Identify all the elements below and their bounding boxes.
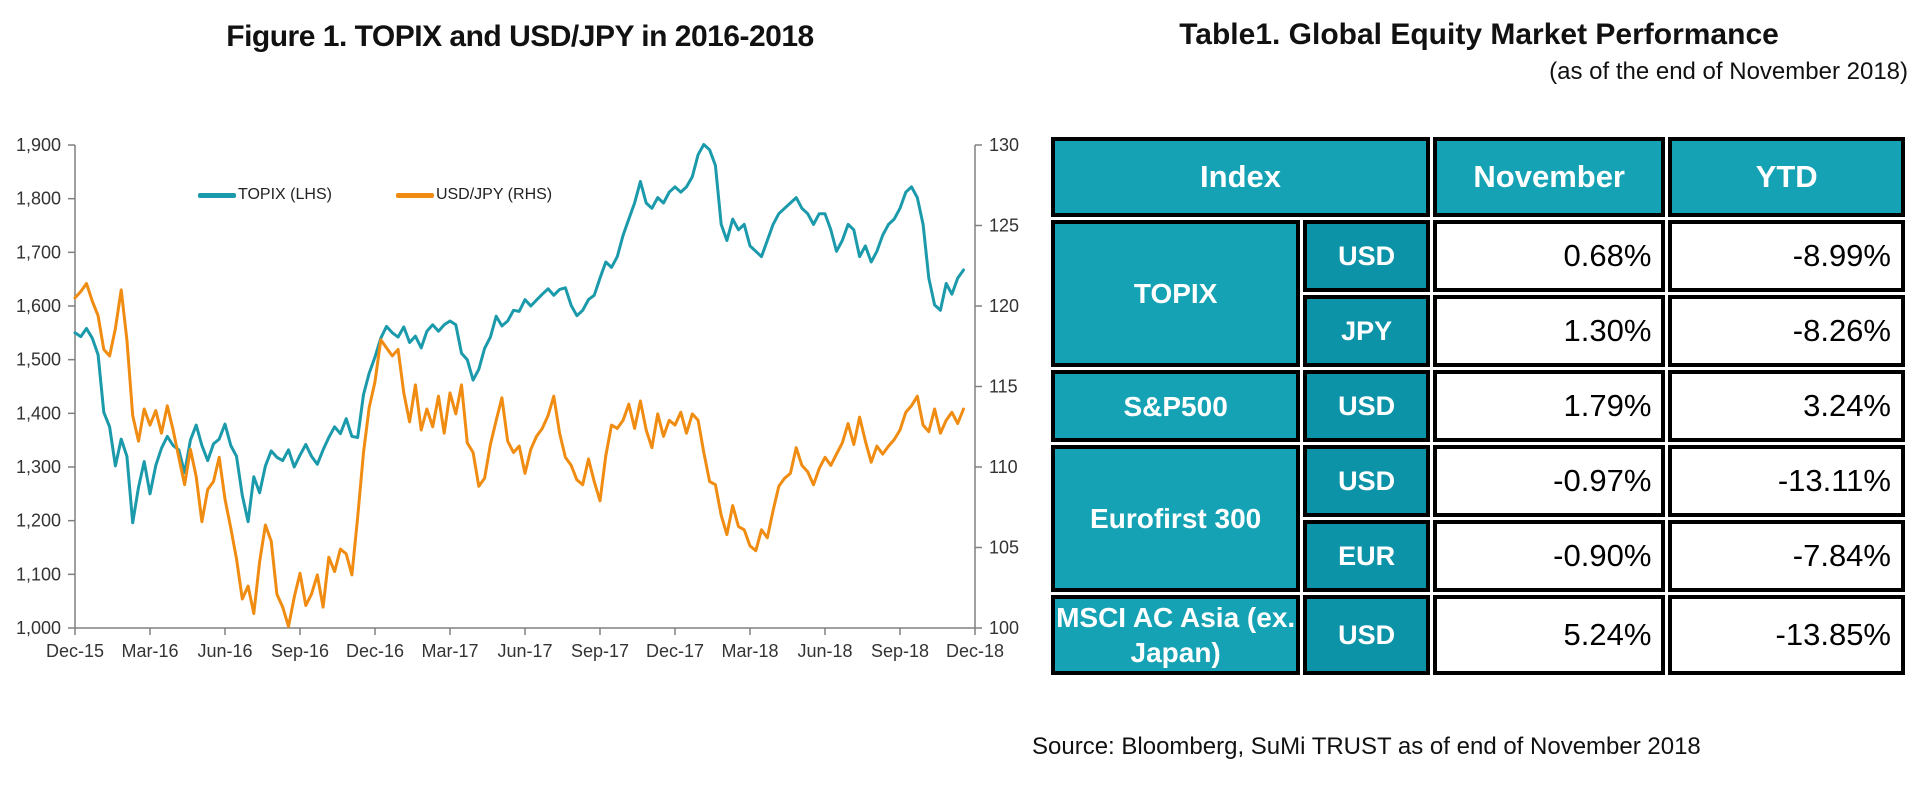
y-left-tick-label: 1,100 [16, 564, 61, 584]
table-row: EUR -0.90% -7.84% [1051, 520, 1905, 592]
table-row: TOPIX USD 0.68% -8.99% [1051, 220, 1905, 367]
x-tick-label: Sep-17 [571, 641, 629, 661]
y-right-tick-label: 120 [989, 296, 1019, 316]
table-head: Table1. Global Equity Market Performance… [1050, 18, 1908, 86]
y-left-tick-label: 1,400 [16, 403, 61, 423]
x-tick-label: Dec-16 [346, 641, 404, 661]
currency-cell: USD [1303, 445, 1431, 517]
ytd-value: -8.26% [1668, 295, 1905, 367]
ytd-value: -8.99% [1668, 220, 1905, 292]
y-right-tick-label: 105 [989, 538, 1019, 558]
x-tick-label: Dec-15 [46, 641, 104, 661]
x-tick-label: Jun-17 [497, 641, 552, 661]
performance-table: Index November YTD TOPIX USD 0.68% -8.99… [1048, 134, 1908, 678]
y-left-tick-label: 1,200 [16, 511, 61, 531]
x-tick-label: Sep-18 [871, 641, 929, 661]
col-header-november: November [1433, 137, 1666, 217]
table-row: S&P500 USD 1.79% 3.24% [1051, 370, 1905, 442]
figure-title: Figure 1. TOPIX and USD/JPY in 2016-2018 [226, 20, 814, 53]
y-left-tick-label: 1,800 [16, 189, 61, 209]
ytd-value: 3.24% [1668, 370, 1905, 442]
table-title: Table1. Global Equity Market Performance [1179, 18, 1779, 51]
x-tick-label: Jun-16 [197, 641, 252, 661]
index-cell-topix: TOPIX [1051, 220, 1301, 367]
y-left-tick-label: 1,700 [16, 242, 61, 262]
table-row: MSCI AC Asia (ex. Japan) USD 5.24% -13.8… [1051, 595, 1905, 675]
table-header-row: Index November YTD [1051, 137, 1905, 217]
legend-label-topix: TOPIX (LHS) [238, 186, 332, 203]
usdjpy-line-swatch [395, 192, 434, 198]
currency-cell: JPY [1303, 295, 1431, 367]
november-value: 5.24% [1433, 595, 1666, 675]
table-row: JPY 1.30% -8.26% [1051, 295, 1905, 367]
y-right-tick-label: 130 [989, 135, 1019, 155]
y-right-tick-label: 100 [989, 618, 1019, 638]
ytd-value: -13.85% [1668, 595, 1905, 675]
index-cell-msci: MSCI AC Asia (ex. Japan) [1051, 595, 1301, 675]
x-tick-label: Mar-17 [421, 641, 478, 661]
col-header-ytd: YTD [1668, 137, 1905, 217]
y-left-tick-label: 1,000 [16, 618, 61, 638]
y-left-tick-label: 1,900 [16, 135, 61, 155]
y-left-tick-label: 1,300 [16, 457, 61, 477]
chart-legend: TOPIX (LHS) USD/JPY (RHS) [198, 186, 552, 204]
november-value: 0.68% [1433, 220, 1666, 292]
currency-cell: USD [1303, 370, 1431, 442]
y-left-tick-label: 1,500 [16, 350, 61, 370]
y-right-tick-label: 110 [989, 457, 1018, 477]
x-tick-label: Dec-18 [946, 641, 1004, 661]
x-tick-label: Jun-18 [797, 641, 852, 661]
legend-label-usdjpy: USD/JPY (RHS) [435, 186, 553, 203]
legend-item-usdjpy: USD/JPY (RHS) [395, 186, 553, 204]
currency-cell: USD [1303, 595, 1431, 675]
y-left-tick-label: 1,600 [16, 296, 61, 316]
topix-line-swatch [198, 192, 236, 198]
november-value: -0.90% [1433, 520, 1666, 592]
y-right-tick-label: 115 [989, 377, 1018, 397]
x-tick-label: Sep-16 [271, 641, 329, 661]
source-note: Source: Bloomberg, SuMi TRUST as of end … [1032, 733, 1701, 760]
november-value: 1.79% [1433, 370, 1666, 442]
x-tick-label: Mar-18 [721, 641, 778, 661]
ytd-value: -13.11% [1668, 445, 1905, 517]
topix-usdjpy-line-chart: 1,000 1,100 1,200 1,300 1,400 1,500 1,600 1,700… [16, 135, 1019, 661]
ytd-value: -7.84% [1668, 520, 1905, 592]
index-cell-eurofirst: Eurofirst 300 [1051, 445, 1301, 592]
table-subtitle: (as of the end of November 2018) [1549, 58, 1908, 85]
topix-line [73, 143, 965, 525]
november-value: 1.30% [1433, 295, 1666, 367]
usdjpy-line [73, 282, 965, 628]
x-tick-label: Mar-16 [121, 641, 178, 661]
november-value: -0.97% [1433, 445, 1666, 517]
y-right-tick-label: 125 [989, 216, 1019, 236]
currency-cell: USD [1303, 220, 1431, 292]
currency-cell: EUR [1303, 520, 1431, 592]
x-tick-label: Dec-17 [646, 641, 704, 661]
col-header-index: Index [1051, 137, 1431, 217]
index-cell-sp500: S&P500 [1051, 370, 1301, 442]
table-row: Eurofirst 300 USD -0.97% -13.11% [1051, 445, 1905, 592]
legend-item-topix: TOPIX (LHS) [198, 186, 332, 204]
